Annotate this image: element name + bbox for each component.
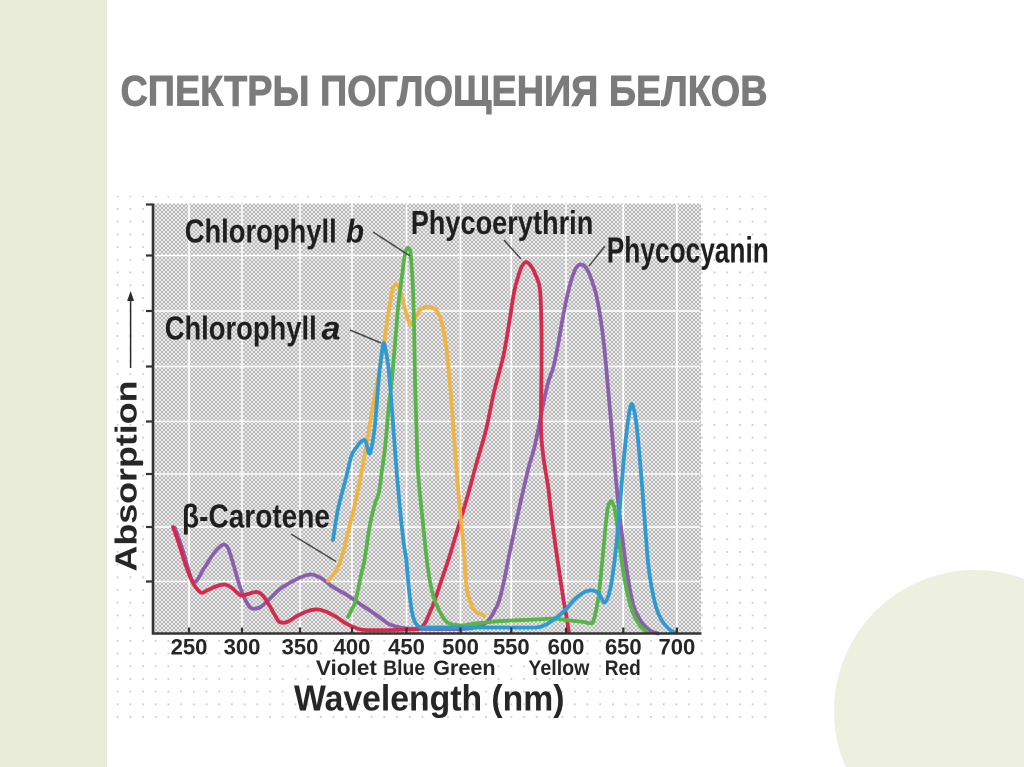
svg-text:β-Carotene: β-Carotene <box>182 498 330 535</box>
svg-text:400: 400 <box>334 635 371 660</box>
svg-text:600: 600 <box>548 635 585 660</box>
svg-text:300: 300 <box>224 635 261 660</box>
svg-text:450: 450 <box>388 635 425 660</box>
svg-text:Absorption: Absorption <box>109 381 144 572</box>
svg-text:700: 700 <box>659 635 696 660</box>
svg-text:500: 500 <box>442 635 479 660</box>
svg-text:350: 350 <box>282 635 319 660</box>
svg-text:b: b <box>346 213 364 250</box>
svg-text:Green: Green <box>433 656 496 680</box>
svg-text:Wavelength (nm): Wavelength (nm) <box>294 678 565 719</box>
svg-text:Phycoerythrin: Phycoerythrin <box>411 205 594 242</box>
svg-text:250: 250 <box>171 635 208 660</box>
svg-text:Chlorophyll: Chlorophyll <box>165 311 317 348</box>
svg-text:Red: Red <box>605 656 641 680</box>
svg-text:550: 550 <box>493 635 530 660</box>
svg-text:Phycocyanin: Phycocyanin <box>607 229 769 270</box>
svg-text:Chlorophyll: Chlorophyll <box>185 213 337 250</box>
svg-text:a: a <box>322 311 341 348</box>
svg-text:Yellow: Yellow <box>528 656 589 680</box>
svg-text:СПЕКТРЫ ПОГЛОЩЕНИЯ БЕЛКОВ: СПЕКТРЫ ПОГЛОЩЕНИЯ БЕЛКОВ <box>121 69 768 116</box>
svg-text:Violet: Violet <box>316 656 377 680</box>
svg-text:650: 650 <box>605 635 642 660</box>
svg-text:Blue: Blue <box>383 656 425 680</box>
